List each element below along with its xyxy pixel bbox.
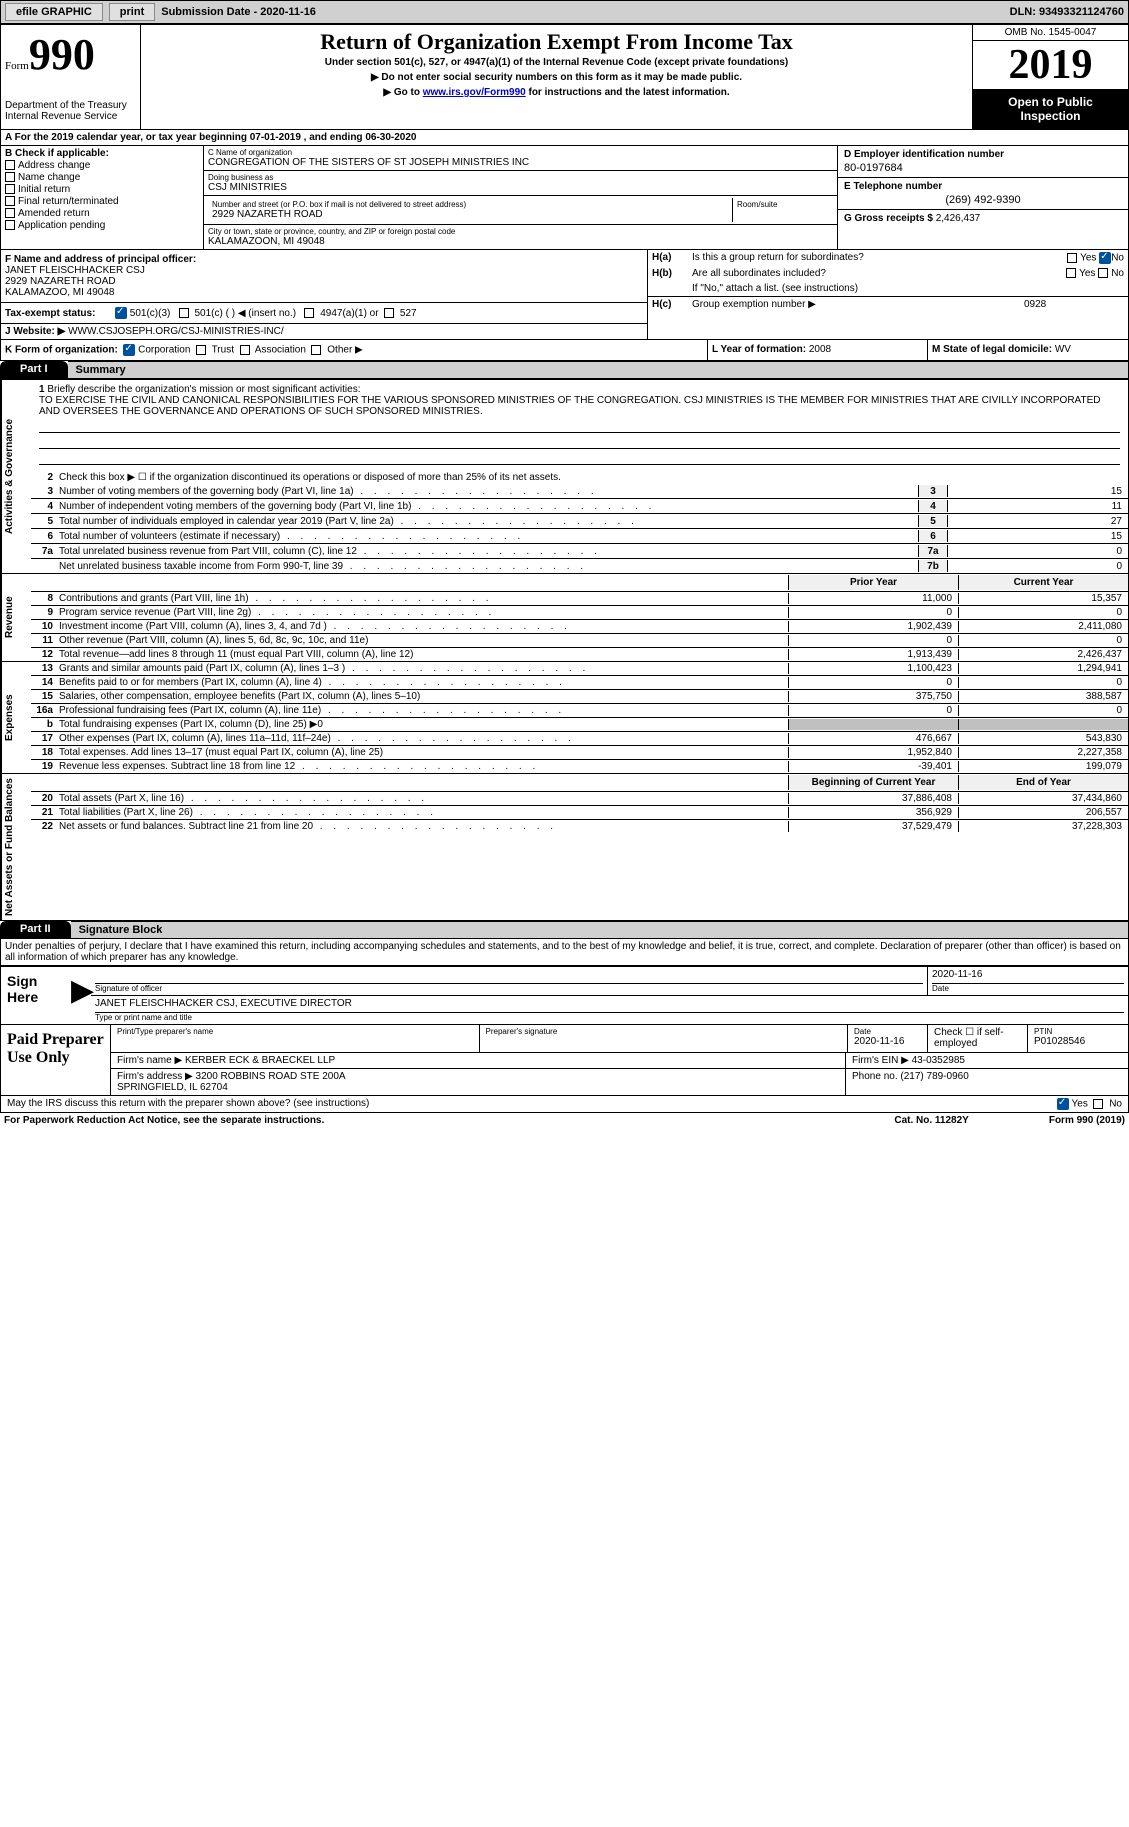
- v6: 15: [948, 530, 1128, 542]
- form-number: 990: [29, 30, 95, 79]
- omb-number: OMB No. 1545-0047: [973, 25, 1128, 41]
- goto-pre: ▶ Go to: [383, 87, 422, 98]
- ha-no-chk[interactable]: [1099, 252, 1111, 264]
- goto-post: for instructions and the latest informat…: [526, 87, 730, 98]
- gross-label: G Gross receipts $: [844, 213, 933, 224]
- chk-address[interactable]: [5, 160, 15, 170]
- chk-501c[interactable]: [179, 308, 189, 318]
- chk-amended[interactable]: [5, 208, 15, 218]
- officer-name: JANET FLEISCHHACKER CSJ: [5, 265, 643, 276]
- form-header: Form990 Department of the Treasury Inter…: [0, 24, 1129, 130]
- line2: Check this box ▶ ☐ if the organization d…: [59, 472, 1128, 483]
- dba-name: CSJ MINISTRIES: [208, 182, 833, 193]
- v7a: 0: [948, 545, 1128, 557]
- dba-label: Doing business as: [208, 173, 833, 182]
- irs-no[interactable]: [1093, 1099, 1103, 1109]
- chk-final[interactable]: [5, 196, 15, 206]
- part1-title: Summary: [68, 361, 1129, 379]
- ptin: P01028546: [1034, 1036, 1122, 1047]
- section-b: B Check if applicable: Address change Na…: [1, 146, 204, 249]
- hc-label: Group exemption number ▶: [692, 299, 1024, 310]
- hc-value: 0928: [1024, 299, 1124, 310]
- mission-text: TO EXERCISE THE CIVIL AND CANONICAL RESP…: [39, 395, 1100, 417]
- firm-ein: 43-0352985: [912, 1055, 965, 1066]
- part2-tab: Part II: [0, 921, 71, 939]
- cat-no: Cat. No. 11282Y: [894, 1115, 968, 1126]
- vlabel-gov: Activities & Governance: [1, 380, 31, 573]
- irs-link[interactable]: www.irs.gov/Form990: [423, 87, 526, 98]
- part1-tab: Part I: [0, 361, 68, 379]
- vlabel-rev: Revenue: [1, 574, 31, 661]
- paid-preparer: Paid Preparer Use Only: [1, 1025, 111, 1095]
- officer-addr2: KALAMAZOO, MI 49048: [5, 287, 643, 298]
- phone-value: (269) 492-9390: [844, 194, 1122, 206]
- mission-q: Briefly describe the organization's miss…: [47, 384, 360, 395]
- chk-name[interactable]: [5, 172, 15, 182]
- v4: 11: [948, 500, 1128, 512]
- chk-corp[interactable]: [123, 344, 135, 356]
- ha-label: Is this a group return for subordinates?: [692, 252, 1024, 264]
- website-url: WWW.CSJOSEPH.ORG/CSJ-MINISTRIES-INC/: [68, 326, 284, 337]
- efile-label: efile GRAPHIC: [5, 3, 103, 21]
- chk-501c3[interactable]: [115, 307, 127, 319]
- department: Department of the Treasury Internal Reve…: [5, 100, 136, 122]
- arrow-icon: ▶: [71, 967, 91, 1024]
- ein-value: 80-0197684: [844, 162, 1122, 174]
- org-name-label: C Name of organization: [208, 148, 833, 157]
- form-footer: Form 990 (2019): [1049, 1115, 1125, 1126]
- paperwork-notice: For Paperwork Reduction Act Notice, see …: [4, 1115, 324, 1126]
- print-button[interactable]: print: [109, 3, 155, 21]
- v5: 27: [948, 515, 1128, 527]
- website-label: J Website: ▶: [5, 326, 65, 337]
- k-label: K Form of organization:: [5, 345, 118, 356]
- irs-yes[interactable]: [1057, 1098, 1069, 1110]
- b-label: B Check if applicable:: [5, 148, 199, 159]
- tax-exempt-label: Tax-exempt status:: [5, 308, 115, 319]
- open-public: Open to Public Inspection: [973, 89, 1128, 129]
- v7b: 0: [948, 560, 1128, 572]
- sign-here: Sign Here: [1, 967, 71, 1024]
- firm-name: KERBER ECK & BRAECKEL LLP: [185, 1055, 335, 1066]
- section-c: C Name of organization CONGREGATION OF T…: [204, 146, 838, 249]
- firm-phone: (217) 789-0960: [900, 1071, 968, 1082]
- hb-note: If "No," attach a list. (see instruction…: [692, 283, 1124, 294]
- vlabel-exp: Expenses: [1, 662, 31, 773]
- top-bar: efile GRAPHIC print Submission Date - 20…: [0, 0, 1129, 24]
- year-formed: 2008: [809, 344, 831, 355]
- state-domicile: WV: [1055, 344, 1071, 355]
- chk-initial[interactable]: [5, 184, 15, 194]
- section-deg: D Employer identification number 80-0197…: [838, 146, 1128, 249]
- form-subtitle: Under section 501(c), 527, or 4947(a)(1)…: [145, 57, 968, 68]
- vlabel-net: Net Assets or Fund Balances: [1, 774, 31, 920]
- addr-label: Number and street (or P.O. box if mail i…: [212, 200, 728, 209]
- submission-date: Submission Date - 2020-11-16: [161, 6, 316, 18]
- officer-label: F Name and address of principal officer:: [5, 254, 643, 265]
- chk-pending[interactable]: [5, 220, 15, 230]
- phone-label: E Telephone number: [844, 181, 1122, 192]
- form-title: Return of Organization Exempt From Incom…: [145, 29, 968, 55]
- form-word: Form: [5, 60, 29, 72]
- officer-sig-name: JANET FLEISCHHACKER CSJ, EXECUTIVE DIREC…: [95, 998, 1124, 1012]
- chk-527[interactable]: [384, 308, 394, 318]
- dln-number: DLN: 93493321124760: [1010, 6, 1124, 18]
- hb-label: Are all subordinates included?: [692, 268, 1024, 279]
- officer-addr1: 2929 NAZARETH ROAD: [5, 276, 643, 287]
- city-label: City or town, state or province, country…: [208, 227, 833, 236]
- tax-year: 2019: [973, 41, 1128, 89]
- chk-4947[interactable]: [304, 308, 314, 318]
- part2-title: Signature Block: [71, 921, 1129, 939]
- city-state-zip: KALAMAZOON, MI 49048: [208, 236, 833, 247]
- tax-period: A For the 2019 calendar year, or tax yea…: [1, 130, 420, 145]
- ein-label: D Employer identification number: [844, 149, 1122, 160]
- v3: 15: [948, 485, 1128, 497]
- ssn-warning: ▶ Do not enter social security numbers o…: [145, 72, 968, 83]
- room-label: Room/suite: [733, 198, 833, 222]
- org-name: CONGREGATION OF THE SISTERS OF ST JOSEPH…: [208, 157, 833, 168]
- perjury-text: Under penalties of perjury, I declare th…: [0, 939, 1129, 966]
- irs-discuss: May the IRS discuss this return with the…: [7, 1098, 1057, 1110]
- street-address: 2929 NAZARETH ROAD: [212, 209, 728, 220]
- gross-value: 2,426,437: [936, 213, 981, 224]
